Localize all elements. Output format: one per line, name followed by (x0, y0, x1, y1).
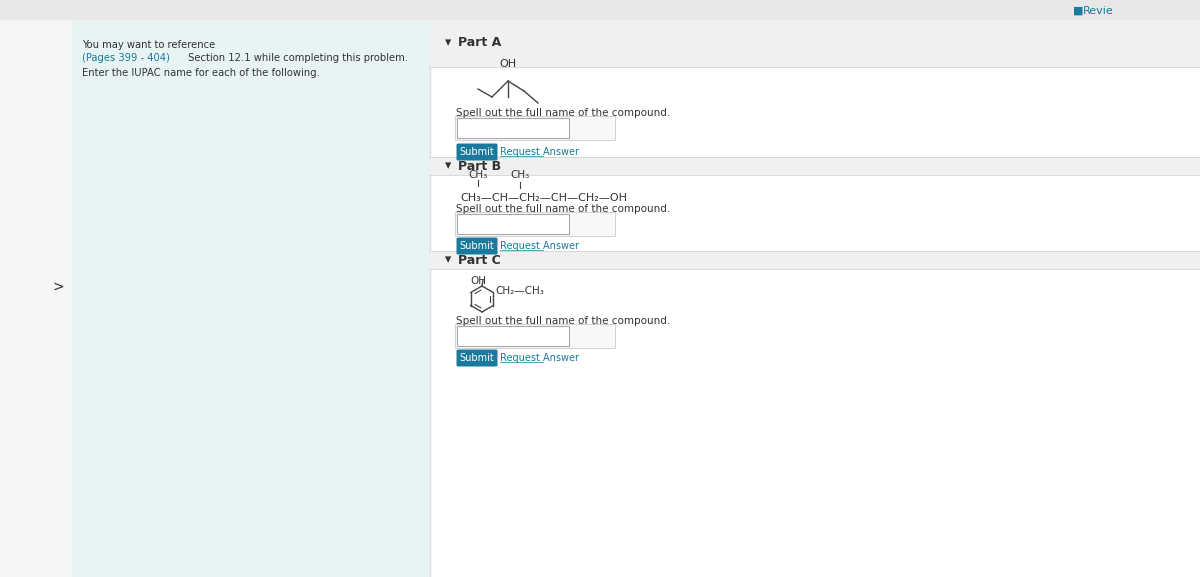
Text: (Pages 399 - 404): (Pages 399 - 404) (82, 53, 170, 63)
Text: Part B: Part B (458, 159, 502, 173)
Text: Submit: Submit (460, 353, 494, 363)
Text: CH₂—CH₃: CH₂—CH₃ (496, 287, 544, 297)
FancyBboxPatch shape (457, 326, 569, 346)
Text: Request Answer: Request Answer (500, 241, 580, 251)
Text: CH₃—CH—CH₂—CH—CH₂—OH: CH₃—CH—CH₂—CH—CH₂—OH (460, 193, 628, 203)
FancyBboxPatch shape (430, 251, 1200, 269)
Text: >: > (52, 280, 64, 294)
Text: Spell out the full name of the compound.: Spell out the full name of the compound. (456, 108, 671, 118)
FancyBboxPatch shape (456, 238, 498, 254)
Text: ▾: ▾ (445, 159, 451, 173)
FancyBboxPatch shape (430, 20, 1200, 67)
Text: Section 12.1 while completing this problem.: Section 12.1 while completing this probl… (185, 53, 408, 63)
Text: Request Answer: Request Answer (500, 353, 580, 363)
FancyBboxPatch shape (430, 20, 1200, 577)
FancyBboxPatch shape (455, 212, 616, 236)
Text: Part C: Part C (458, 253, 500, 267)
FancyBboxPatch shape (455, 324, 616, 348)
FancyBboxPatch shape (457, 214, 569, 234)
Text: CH₃: CH₃ (468, 170, 487, 180)
Text: CH₃: CH₃ (510, 170, 529, 180)
FancyBboxPatch shape (0, 0, 1200, 20)
Text: ▾: ▾ (445, 36, 451, 50)
FancyBboxPatch shape (430, 157, 1200, 175)
Text: Enter the IUPAC name for each of the following.: Enter the IUPAC name for each of the fol… (82, 68, 320, 78)
Text: Request Answer: Request Answer (500, 147, 580, 157)
FancyBboxPatch shape (455, 116, 616, 140)
Text: Submit: Submit (460, 241, 494, 251)
FancyBboxPatch shape (72, 20, 430, 577)
Text: Part A: Part A (458, 36, 502, 50)
Text: You may want to reference: You may want to reference (82, 40, 218, 50)
Text: ▾: ▾ (445, 253, 451, 267)
Text: OH: OH (499, 59, 516, 69)
FancyBboxPatch shape (456, 144, 498, 160)
Text: Spell out the full name of the compound.: Spell out the full name of the compound. (456, 204, 671, 214)
FancyBboxPatch shape (456, 350, 498, 366)
Text: Revie: Revie (1084, 6, 1114, 16)
Text: ■: ■ (1073, 6, 1084, 16)
Text: Submit: Submit (460, 147, 494, 157)
FancyBboxPatch shape (457, 118, 569, 138)
Text: Spell out the full name of the compound.: Spell out the full name of the compound. (456, 316, 671, 326)
Text: OH: OH (470, 276, 486, 286)
